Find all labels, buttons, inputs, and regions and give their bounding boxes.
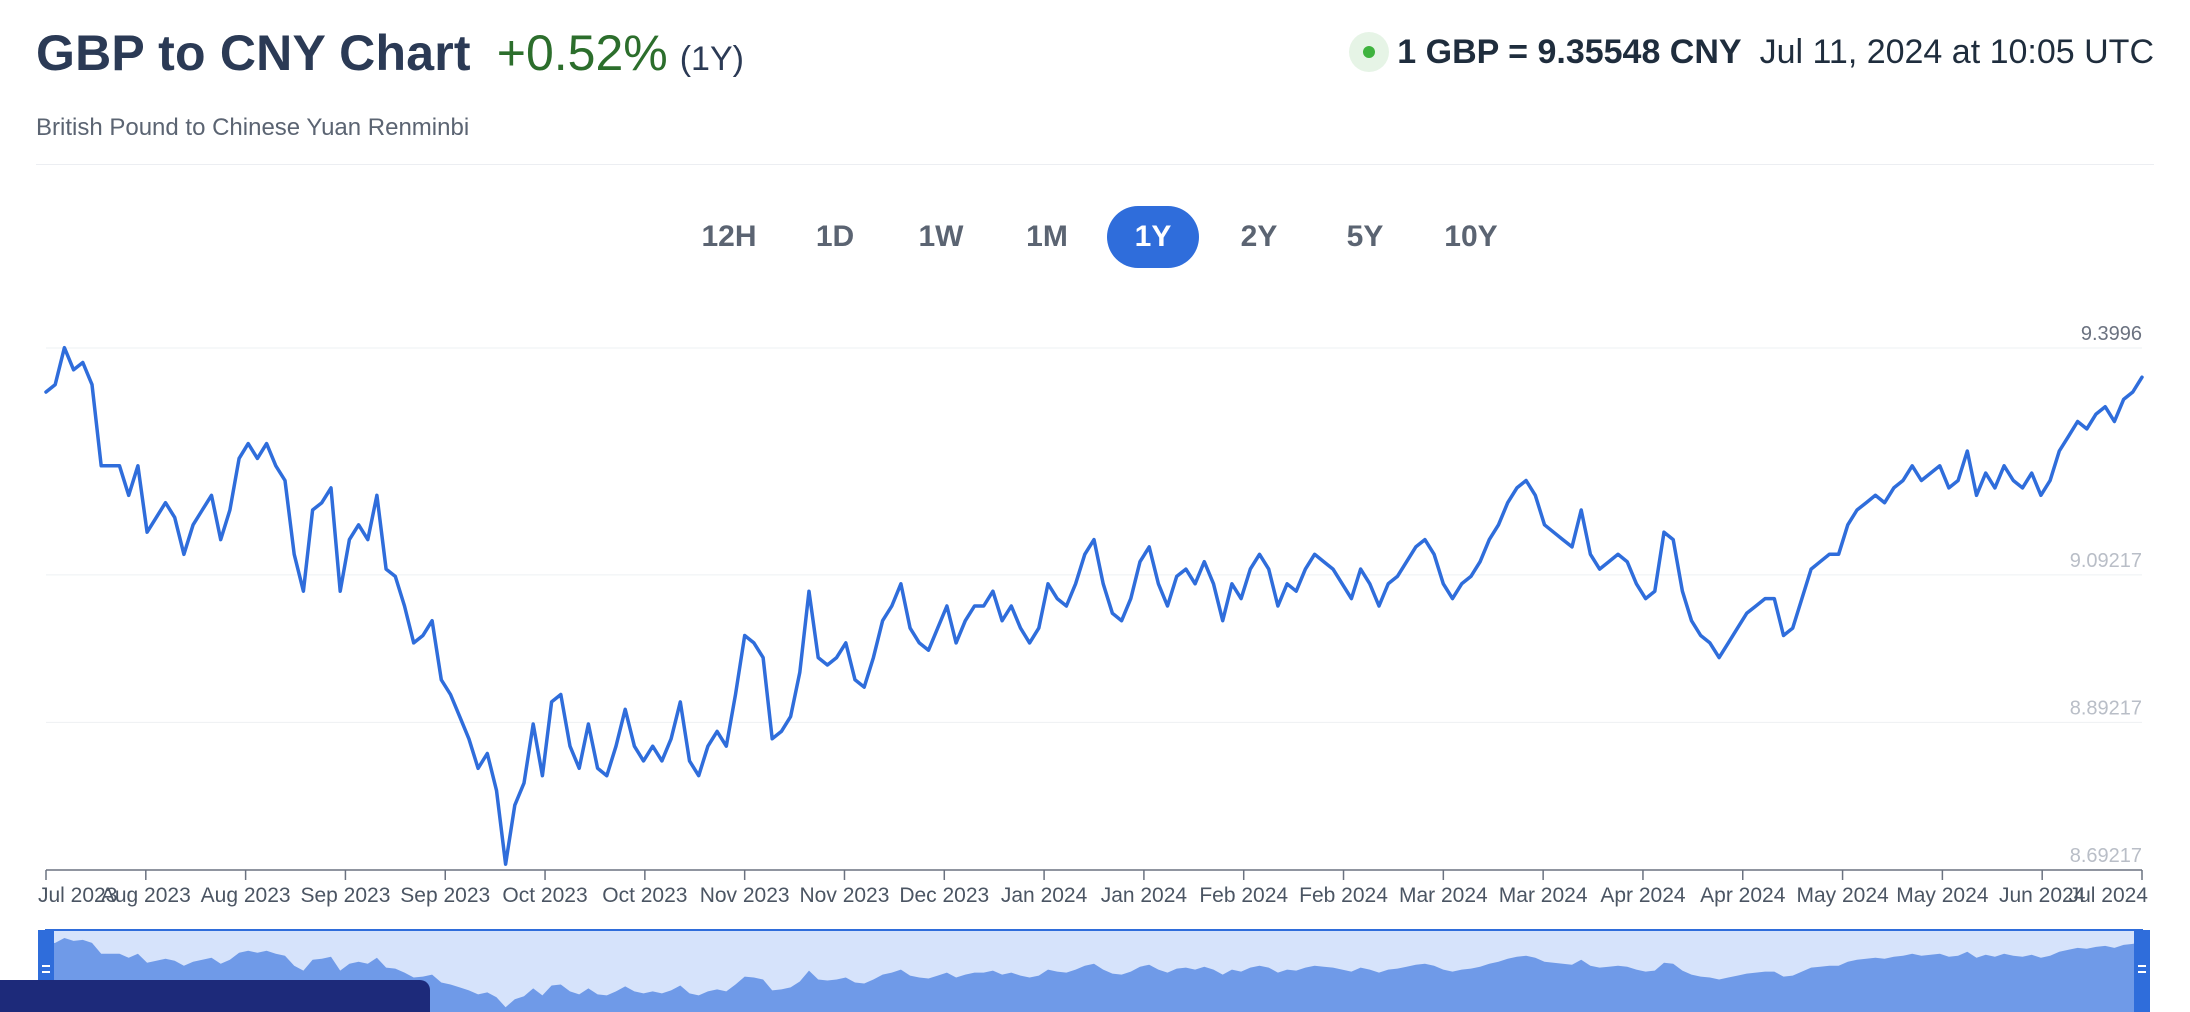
x-tick-label: Jul 2024 [2069, 884, 2149, 907]
x-tick-label: Oct 2023 [502, 884, 587, 907]
tab-10y[interactable]: 10Y [1444, 220, 1498, 253]
x-tick-label: Jul 2023 [38, 884, 117, 907]
x-tick-label: Mar 2024 [1399, 884, 1488, 907]
x-tick-label: Feb 2024 [1299, 884, 1388, 907]
y-tick-label: 9.09217 [2070, 550, 2142, 572]
tab-1d[interactable]: 1D [815, 220, 855, 253]
x-tick-label: Sep 2023 [300, 884, 390, 907]
change-percent: +0.52% [496, 25, 668, 81]
tab-1y[interactable]: 1Y [1107, 206, 1199, 268]
x-tick-label: Jun 2024 [1999, 884, 2086, 907]
x-tick-label: Dec 2023 [899, 884, 989, 907]
x-tick-label: Apr 2024 [1700, 884, 1786, 907]
y-tick-label: 9.3996 [2081, 323, 2142, 345]
page-title: GBP to CNY Chart [36, 25, 471, 81]
x-tick-label: Apr 2024 [1600, 884, 1686, 907]
bottom-bar [0, 980, 430, 1012]
tab-5y[interactable]: 5Y [1346, 220, 1384, 253]
tab-2y[interactable]: 2Y [1240, 220, 1278, 253]
x-tick-label: May 2024 [1896, 884, 1989, 907]
live-rate: 1 GBP = 9.35548 CNY Jul 11, 2024 at 10:0… [1349, 32, 2154, 72]
x-tick-label: Feb 2024 [1199, 884, 1288, 907]
y-tick-label: 8.89217 [2070, 697, 2142, 719]
x-tick-label: Jan 2024 [1101, 884, 1188, 907]
header-divider [36, 164, 2154, 165]
rate-timestamp: Jul 11, 2024 at 10:05 UTC [1759, 32, 2154, 71]
x-tick-label: Aug 2023 [101, 884, 191, 907]
x-tick-label: Mar 2024 [1499, 884, 1588, 907]
x-tick-label: Nov 2023 [800, 884, 890, 907]
x-tick-label: Oct 2023 [602, 884, 687, 907]
navigator-series [46, 938, 2142, 1012]
change-period: (1Y) [679, 40, 744, 78]
tab-12h[interactable]: 12H [701, 220, 757, 253]
x-tick-label: Nov 2023 [700, 884, 790, 907]
tab-1m[interactable]: 1M [1026, 220, 1068, 253]
current-rate: 1 GBP = 9.35548 CNY [1397, 32, 1742, 71]
series-line [44, 345, 2144, 866]
tab-1w[interactable]: 1W [918, 220, 964, 253]
x-tick-label: May 2024 [1796, 884, 1889, 907]
page-subtitle: British Pound to Chinese Yuan Renminbi [36, 114, 470, 141]
y-tick-label: 8.69217 [2070, 845, 2142, 867]
x-tick-label: Sep 2023 [400, 884, 490, 907]
range-tabs: 12H 1D 1W 1M 1Y 2Y 5Y 10Y [0, 206, 2190, 268]
x-tick-label: Jan 2024 [1001, 884, 1088, 907]
x-tick-label: Aug 2023 [201, 884, 291, 907]
chart-header: GBP to CNY Chart +0.52% (1Y) British Pou… [36, 24, 2154, 164]
title-row: GBP to CNY Chart +0.52% (1Y) [36, 24, 744, 82]
live-dot-icon [1349, 32, 1390, 72]
